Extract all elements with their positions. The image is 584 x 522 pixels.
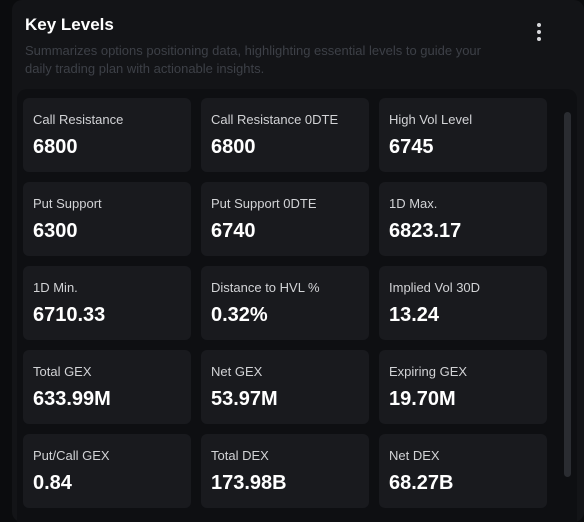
level-card-call-resistance: Call Resistance 6800 [23, 98, 191, 172]
level-card-net-gex: Net GEX 53.97M [201, 350, 369, 424]
level-label: 1D Max. [389, 196, 438, 211]
level-card-implied-vol-30d: Implied Vol 30D 13.24 [379, 266, 547, 340]
level-card-1d-min: 1D Min. 6710.33 [23, 266, 191, 340]
level-label: Put/Call GEX [33, 448, 110, 463]
level-value: 6745 [389, 136, 434, 158]
panel-subtitle: Summarizes options positioning data, hig… [25, 43, 481, 76]
level-value: 6300 [33, 220, 78, 242]
level-value: 6740 [211, 220, 256, 242]
level-value: 68.27B [389, 472, 454, 494]
menu-dot [537, 23, 541, 27]
panel-title: Key Levels [25, 15, 114, 34]
level-card-put-support-0dte: Put Support 0DTE 6740 [201, 182, 369, 256]
level-value: 13.24 [389, 304, 440, 326]
level-card-1d-max: 1D Max. 6823.17 [379, 182, 547, 256]
level-card-total-gex: Total GEX 633.99M [23, 350, 191, 424]
levels-grid: Call Resistance 6800 Call Resistance 0DT… [23, 98, 547, 508]
level-label: High Vol Level [389, 112, 473, 127]
level-card-expiring-gex: Expiring GEX 19.70M [379, 350, 547, 424]
more-vertical-icon[interactable] [534, 20, 544, 44]
menu-dot [537, 37, 541, 41]
level-value: 6710.33 [33, 304, 106, 326]
level-label: Net DEX [389, 448, 440, 463]
level-label: Implied Vol 30D [389, 280, 481, 295]
menu-dot [537, 30, 541, 34]
level-label: Put Support 0DTE [211, 196, 317, 211]
level-label: Total DEX [211, 448, 269, 463]
level-label: 1D Min. [33, 280, 78, 295]
level-value: 173.98B [211, 472, 287, 494]
level-value: 6823.17 [389, 220, 462, 242]
level-label: Distance to HVL % [211, 280, 320, 295]
level-card-high-vol-level: High Vol Level 6745 [379, 98, 547, 172]
level-value: 6800 [33, 136, 78, 158]
level-card-put-support: Put Support 6300 [23, 182, 191, 256]
vertical-scrollbar[interactable] [564, 112, 571, 477]
level-value: 53.97M [211, 388, 278, 410]
level-label: Total GEX [33, 364, 92, 379]
level-value: 19.70M [389, 388, 456, 410]
level-label: Put Support [33, 196, 102, 211]
levels-container: Call Resistance 6800 Call Resistance 0DT… [17, 89, 577, 522]
level-card-distance-to-hvl: Distance to HVL % 0.32% [201, 266, 369, 340]
level-value: 0.84 [33, 472, 72, 494]
level-value: 6800 [211, 136, 256, 158]
level-label: Net GEX [211, 364, 263, 379]
panel-header: Key Levels Summarizes options positionin… [25, 14, 495, 78]
level-card-call-resistance-0dte: Call Resistance 0DTE 6800 [201, 98, 369, 172]
level-card-total-dex: Total DEX 173.98B [201, 434, 369, 508]
level-value: 633.99M [33, 388, 111, 410]
level-card-net-dex: Net DEX 68.27B [379, 434, 547, 508]
level-card-put-call-gex: Put/Call GEX 0.84 [23, 434, 191, 508]
level-value: 0.32% [211, 304, 268, 326]
level-label: Call Resistance 0DTE [211, 112, 339, 127]
level-label: Call Resistance [33, 112, 124, 127]
level-label: Expiring GEX [389, 364, 468, 379]
